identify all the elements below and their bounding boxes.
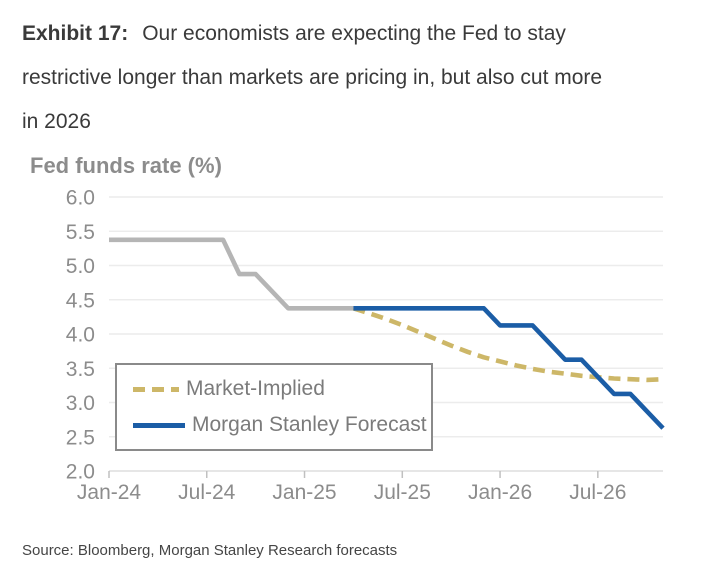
market-implied-dashed-line-sample [133,386,179,392]
title-line-2: restrictive longer than markets are pric… [22,66,603,89]
x-axis-tick-label: Jan-26 [468,481,532,504]
x-axis-tick-label: Jan-24 [77,481,142,504]
y-axis-tick-label: 4.0 [66,324,95,347]
y-axis-tick-label: 2.0 [66,461,95,484]
morgan-stanley-solid-line-sample [133,422,185,428]
source-note: Source: Bloomberg, Morgan Stanley Resear… [22,542,398,559]
y-axis-tick-label: 3.0 [66,392,95,415]
exhibit-title: Exhibit 17: Our economists are expecting … [22,12,712,144]
legend-item-morgan-stanley-forecast: Morgan Stanley Forecast [133,413,431,437]
series-morgan-stanley-forecast [353,305,665,430]
x-axis-tick-label: Jul-24 [178,481,236,504]
x-axis-tick-label: Jul-25 [374,481,431,504]
series-fed-funds-rate-historical- [109,237,354,311]
title-line-3: in 2026 [22,110,91,133]
y-axis-tick-label: 5.0 [66,255,95,278]
title-line-1: Exhibit 17: Our economists are expecting … [22,12,712,56]
chart-legend: Market-Implied Morgan Stanley Forecast [115,363,433,451]
legend-label-market-implied: Market-Implied [186,377,325,400]
legend-label-morgan-stanley-forecast: Morgan Stanley Forecast [192,413,427,436]
y-axis-tick-label: 3.5 [66,358,95,381]
chart-y-axis-title: Fed funds rate (%) [30,153,222,178]
legend-item-market-implied: Market-Implied [133,377,431,401]
title-line-1-text: Our economists are expecting the Fed to … [142,22,566,45]
y-axis-tick-label: 5.5 [66,221,95,244]
y-axis-tick-label: 6.0 [66,187,95,210]
x-axis-tick-label: Jul-26 [569,481,626,504]
series-market-implied [352,306,664,383]
exhibit-number: Exhibit 17: [22,22,129,45]
y-axis-tick-label: 4.5 [66,289,95,312]
y-axis-tick-label: 2.5 [66,426,95,449]
x-axis-tick-label: Jan-25 [272,481,336,504]
